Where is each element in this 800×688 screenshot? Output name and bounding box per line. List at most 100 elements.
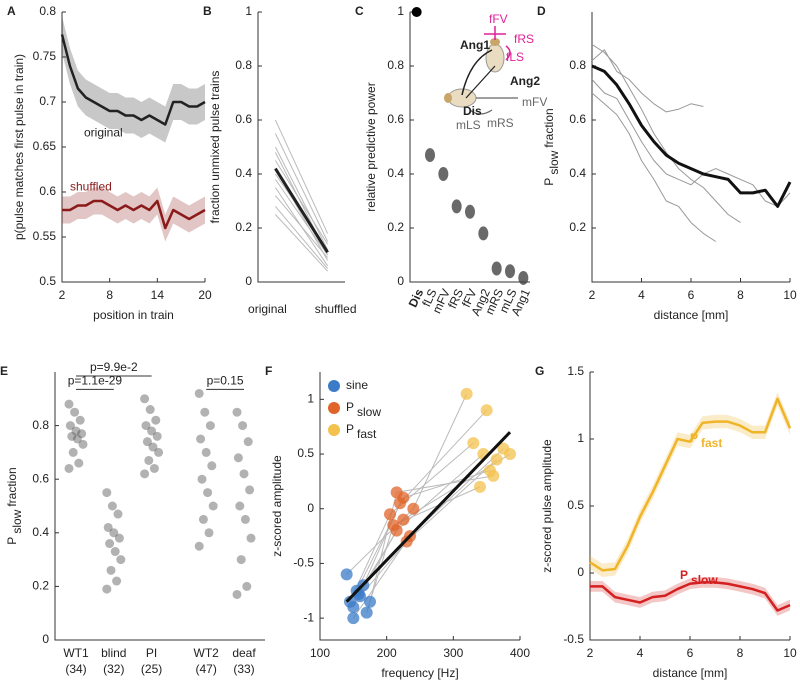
point [109,528,119,538]
x-tick-label: 100 [310,646,330,660]
x-tick-label: 4 [638,288,645,302]
label-text: fraction unmixed pulse trains [208,71,222,224]
panel-letter: C [355,4,364,18]
y-tick-label: 0 [307,501,314,515]
point [78,439,88,449]
y-tick-label: 0.5 [297,446,314,460]
panel-letter: E [0,364,8,378]
point [384,508,396,521]
y-tick-label: 0.4 [387,166,404,180]
dot [478,226,489,241]
n-label: (33) [233,662,254,676]
dot [518,270,529,285]
series-line [60,34,206,126]
pair-line [274,119,329,234]
point [140,394,150,404]
point [235,501,245,511]
legend-marker [328,424,340,436]
label-text: relative predictive power [364,82,378,211]
x-tick-label: 8 [106,288,113,302]
n-label: (47) [196,662,217,676]
point [67,431,77,441]
label-text: fraction [5,467,19,506]
point [103,522,113,532]
y-tick-label: 0.7 [39,94,56,108]
y-tick-label: 1.5 [567,364,584,378]
series-line [591,92,717,242]
point [71,426,81,436]
panel-letter: D [537,4,546,18]
point [490,453,503,466]
y-axis-label-inner: relative predictive power [364,82,378,211]
point [65,421,75,431]
inset-label: mFV [522,95,547,109]
label-text: P [680,568,688,582]
arrow [484,26,506,40]
point [246,533,256,543]
point [106,565,116,575]
y-tick-label: 0.6 [32,471,49,485]
label-text: P [5,537,19,545]
point [112,576,122,586]
point [74,458,84,468]
connector [362,409,488,586]
arrow [505,45,511,61]
dot [505,264,515,279]
point [149,463,159,473]
y-tick-label: 0.5 [567,498,584,512]
y-tick-label: 0.65 [33,139,57,153]
y-tick-label: 1 [577,431,584,445]
point [340,568,353,581]
point [504,448,516,461]
label-text: shuffled [70,180,112,194]
label-text: fraction [542,108,556,147]
point [148,442,158,452]
y-tick-label: 0.2 [32,579,49,593]
point [397,513,410,526]
point [474,480,486,493]
point [201,447,211,457]
point [238,421,248,431]
pair-line [274,133,329,242]
x-tick-label: 6 [688,288,695,302]
y-tick-label: 0.6 [387,112,404,126]
pair-line [274,179,329,256]
arrow [461,49,493,96]
point [364,595,376,608]
point [140,469,150,479]
x-tick-label: PI [146,646,157,660]
legend-marker [328,402,340,414]
y-tick-label: 1 [245,4,252,18]
y-tick-label: 0.8 [39,4,56,18]
point [194,388,204,398]
x-tick-label: shuffled [315,302,357,316]
fly-female-head [490,38,500,46]
series-line [591,64,792,208]
point [72,434,82,444]
x-tick-label: 4 [637,646,644,660]
y-axis-label-inner: fraction unmixed pulse trains [208,71,222,224]
point [360,606,373,619]
axis-line [591,12,790,283]
point [110,547,120,557]
y-tick-label: 0.4 [235,166,252,180]
y-tick-label: 1 [397,4,404,18]
x-tick-label: WT2 [194,646,220,660]
n-label: (34) [65,662,86,676]
point [208,501,218,511]
point [390,486,403,499]
y-tick-label: 0.2 [569,220,586,234]
inset-label: fRS [514,32,534,46]
y-axis-label: z-scored pulse amplitude [540,439,554,573]
y-tick-label: 0.2 [235,220,252,234]
y-axis-label-inner: z-scored amplitude [270,455,284,557]
y-axis-label: fraction unmixed pulse trains [208,71,222,224]
y-tick-label: 0.55 [33,229,57,243]
dot [425,148,435,163]
point [102,584,112,594]
inset-label: Ang1 [460,38,490,52]
point [151,415,161,425]
